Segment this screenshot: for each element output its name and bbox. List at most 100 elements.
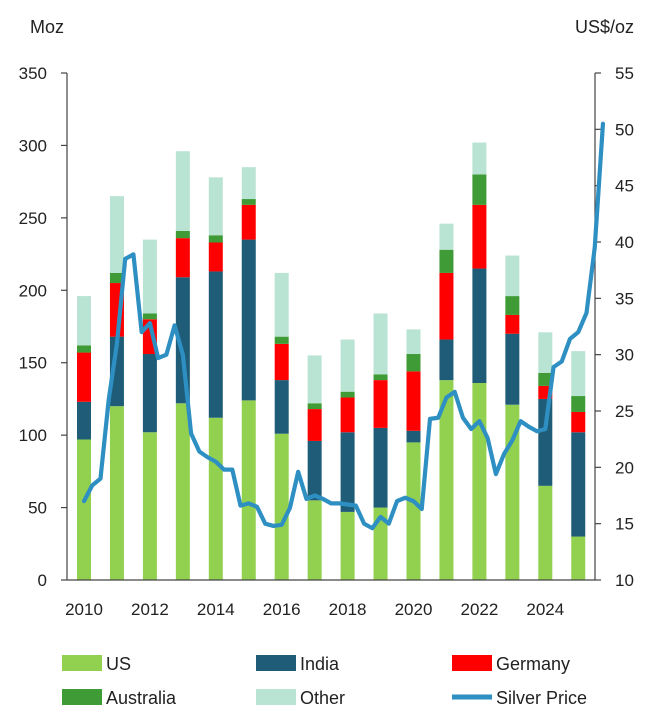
right-tick-label: 10 <box>615 571 634 590</box>
bar-germany-2014 <box>208 242 223 272</box>
bar-other-2023 <box>505 255 520 297</box>
bar-australia-2025 <box>571 396 586 412</box>
bar-other-2010 <box>77 296 91 346</box>
bar-australia-2015 <box>241 199 256 205</box>
right-tick-label: 15 <box>615 515 634 534</box>
bar-us-2025 <box>571 536 586 580</box>
bar-germany-2025 <box>571 411 586 433</box>
x-tick-label: 2016 <box>263 600 301 619</box>
x-tick-label: 2018 <box>329 600 367 619</box>
price-line-layer <box>81 121 606 531</box>
bar-india-2016 <box>274 380 289 434</box>
bar-other-2015 <box>241 167 256 200</box>
axes: 0 50 100 150 200 250 300 350 10 15 20 25 30 35 40 45 50 5… <box>19 64 634 619</box>
left-tick-label: 0 <box>38 571 47 590</box>
bar-us-2012 <box>142 432 157 580</box>
x-tick-label: 2022 <box>460 600 498 619</box>
bar-us-2017 <box>307 500 322 580</box>
bar-india-2015 <box>241 239 256 401</box>
bar-india-2022 <box>472 268 487 383</box>
bar-australia-2013 <box>175 230 190 239</box>
right-tick-label: 20 <box>615 458 634 477</box>
legend: US India Germany Australia Other Silver Price <box>62 654 587 708</box>
left-tick-label: 350 <box>19 64 47 83</box>
left-tick-label: 200 <box>19 281 47 300</box>
left-tick-label: 100 <box>19 426 47 445</box>
left-tick-label: 150 <box>19 354 47 373</box>
right-tick-label: 55 <box>615 64 634 83</box>
right-axis-unit: US$/oz <box>575 17 634 37</box>
legend-label-australia: Australia <box>106 688 177 708</box>
legend-label-germany: Germany <box>496 654 570 674</box>
bar-germany-2021 <box>439 272 454 340</box>
x-tick-label: 2010 <box>65 600 103 619</box>
bar-us-2010 <box>77 439 91 580</box>
bar-other-2024 <box>538 332 553 373</box>
bar-us-2011 <box>109 406 124 580</box>
legend-label-other: Other <box>300 688 345 708</box>
legend-swatch-us <box>62 655 102 671</box>
bar-germany-2017 <box>307 409 322 441</box>
legend-swatch-other <box>256 689 296 705</box>
bar-germany-2020 <box>406 371 421 431</box>
bar-australia-2014 <box>208 235 223 243</box>
right-tick-label: 35 <box>615 289 634 308</box>
bar-australia-2011 <box>109 272 124 284</box>
bar-us-2014 <box>208 417 223 580</box>
bar-us-2021 <box>439 380 454 580</box>
bar-india-2019 <box>373 427 388 508</box>
bar-us-2019 <box>373 507 388 580</box>
right-tick-label: 50 <box>615 120 634 139</box>
bar-germany-2016 <box>274 343 289 381</box>
bar-us-2013 <box>175 403 190 580</box>
bar-india-2023 <box>505 333 520 405</box>
bar-india-2025 <box>571 432 586 537</box>
bar-australia-2012 <box>142 313 157 320</box>
bar-australia-2016 <box>274 336 289 344</box>
right-tick-label: 40 <box>615 233 634 252</box>
bar-australia-2018 <box>340 391 355 398</box>
bar-india-2018 <box>340 432 355 512</box>
legend-swatch-australia <box>62 689 102 705</box>
left-tick-label: 50 <box>28 499 47 518</box>
legend-label-india: India <box>300 654 340 674</box>
bar-india-2012 <box>142 354 157 433</box>
bar-india-2014 <box>208 271 223 418</box>
bar-germany-2019 <box>373 380 388 428</box>
bar-australia-2017 <box>307 403 322 410</box>
bar-australia-2010 <box>77 345 91 353</box>
bar-us-2022 <box>472 382 487 580</box>
legend-swatch-germany <box>452 655 492 671</box>
bar-germany-2022 <box>472 204 487 269</box>
bar-other-2011 <box>109 196 124 273</box>
bar-other-2014 <box>208 177 223 236</box>
bar-us-2024 <box>538 485 553 580</box>
left-tick-label: 250 <box>19 209 47 228</box>
bar-layer <box>77 142 586 580</box>
bar-germany-2010 <box>77 352 91 402</box>
bar-other-2020 <box>406 329 421 355</box>
bar-us-2020 <box>406 442 421 580</box>
bar-india-2010 <box>77 401 91 440</box>
bar-other-2016 <box>274 272 289 337</box>
bar-australia-2019 <box>373 374 388 381</box>
bar-germany-2023 <box>505 314 520 334</box>
bar-australia-2021 <box>439 249 454 273</box>
right-tick-label: 45 <box>615 177 634 196</box>
x-tick-label: 2012 <box>131 600 169 619</box>
right-tick-label: 30 <box>615 346 634 365</box>
legend-label-us: US <box>106 654 131 674</box>
legend-swatch-india <box>256 655 296 671</box>
bar-other-2017 <box>307 355 322 404</box>
bar-india-2021 <box>439 339 454 381</box>
bar-other-2025 <box>571 351 586 397</box>
bar-germany-2013 <box>175 238 190 278</box>
bar-other-2012 <box>142 239 157 314</box>
bar-australia-2023 <box>505 296 520 315</box>
bar-germany-2018 <box>340 397 355 433</box>
legend-label-silver-price: Silver Price <box>496 688 587 708</box>
x-tick-label: 2014 <box>197 600 235 619</box>
bar-australia-2022 <box>472 174 487 205</box>
bar-india-2020 <box>406 430 421 443</box>
